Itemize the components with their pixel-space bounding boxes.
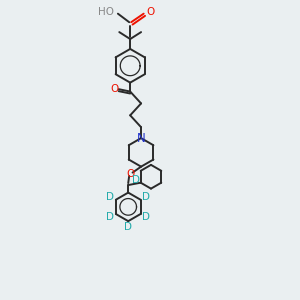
Text: O: O (126, 169, 134, 178)
Text: D: D (142, 212, 150, 222)
Text: D: D (106, 212, 114, 222)
Text: O: O (111, 84, 119, 94)
Text: D: D (106, 192, 114, 202)
Text: HO: HO (98, 7, 114, 17)
Text: O: O (146, 7, 154, 17)
Text: D: D (142, 192, 150, 202)
Text: D: D (124, 223, 132, 232)
Text: N: N (137, 132, 146, 145)
Text: D: D (132, 175, 140, 185)
